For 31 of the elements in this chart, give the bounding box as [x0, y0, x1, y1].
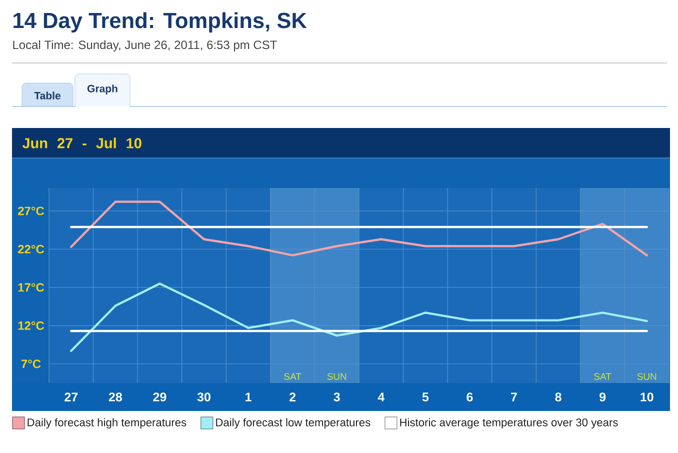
legend-label: Daily forecast high temperatures [28, 418, 186, 429]
annotation: SUN [637, 373, 656, 380]
x-tick-label: 2 [290, 392, 296, 402]
x-tick-label: 7 [511, 392, 517, 402]
annotation: SAT [594, 373, 612, 380]
x-tick-label: 3 [334, 392, 340, 402]
x-tick-label: 10 [640, 392, 654, 402]
x-tick-label: 4 [378, 392, 385, 402]
y-tick-label: 17°C [18, 283, 44, 292]
x-tick-label: 27 [64, 392, 78, 402]
y-tick-label: 7°C [21, 360, 41, 368]
annotation: SUN [327, 373, 346, 380]
x-tick-label: 6 [466, 392, 473, 402]
legend-label: Daily forecast low temperatures [216, 418, 370, 429]
chart-title: 14 Day Trend: Tompkins, SK [14, 12, 307, 33]
y-tick-label: 12°C [18, 321, 44, 330]
x-tick-label: 30 [197, 392, 210, 402]
text: Table [34, 92, 60, 100]
annotation: SAT [284, 373, 302, 380]
x-tick-label: 29 [153, 392, 166, 402]
chart-subtitle: Local Time: Sunday, June 26, 2011, 6:53 pm CST [13, 40, 277, 52]
x-tick-label: 9 [600, 392, 606, 402]
text: Graph [87, 84, 118, 94]
y-tick-label: 27°C [18, 206, 44, 216]
x-tick-label: 8 [555, 392, 562, 402]
x-tick-label: 28 [108, 392, 122, 402]
y-tick-label: 22°C [18, 244, 44, 254]
x-tick-label: 1 [246, 392, 252, 402]
legend-label: Historic average temperatures over 30 years [400, 418, 618, 429]
text: Jun 27 - Jul 10 [22, 138, 142, 148]
x-tick-label: 5 [422, 392, 429, 402]
